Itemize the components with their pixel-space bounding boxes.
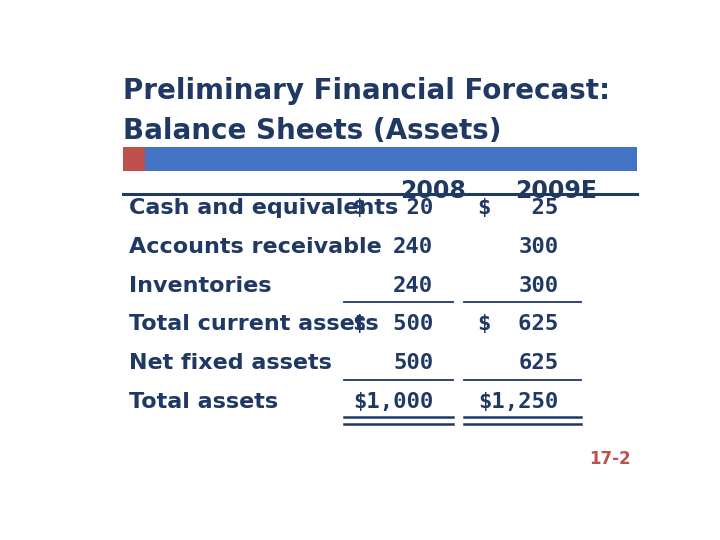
Text: 240: 240 bbox=[393, 237, 433, 257]
Text: 300: 300 bbox=[518, 237, 559, 257]
Text: 2009E: 2009E bbox=[515, 179, 597, 203]
Text: Accounts receivable: Accounts receivable bbox=[129, 237, 382, 257]
Text: Cash and equivalents: Cash and equivalents bbox=[129, 198, 398, 218]
FancyBboxPatch shape bbox=[124, 147, 637, 171]
Text: $  625: $ 625 bbox=[479, 314, 559, 334]
Text: 2008: 2008 bbox=[400, 179, 466, 203]
Text: $1,250: $1,250 bbox=[479, 392, 559, 411]
Text: Balance Sheets (Assets): Balance Sheets (Assets) bbox=[124, 117, 502, 145]
Text: $   25: $ 25 bbox=[479, 198, 559, 218]
Text: Preliminary Financial Forecast:: Preliminary Financial Forecast: bbox=[124, 77, 611, 105]
Text: Net fixed assets: Net fixed assets bbox=[129, 353, 332, 373]
Text: Inventories: Inventories bbox=[129, 275, 271, 295]
Text: $1,000: $1,000 bbox=[353, 392, 433, 411]
Text: 625: 625 bbox=[518, 353, 559, 373]
Text: $   20: $ 20 bbox=[353, 198, 433, 218]
Text: 300: 300 bbox=[518, 275, 559, 295]
Text: 240: 240 bbox=[393, 275, 433, 295]
Text: Total assets: Total assets bbox=[129, 392, 278, 411]
Text: Total current assets: Total current assets bbox=[129, 314, 379, 334]
Text: $  500: $ 500 bbox=[353, 314, 433, 334]
Text: 17-2: 17-2 bbox=[590, 450, 631, 468]
FancyBboxPatch shape bbox=[124, 147, 145, 171]
Text: 500: 500 bbox=[393, 353, 433, 373]
